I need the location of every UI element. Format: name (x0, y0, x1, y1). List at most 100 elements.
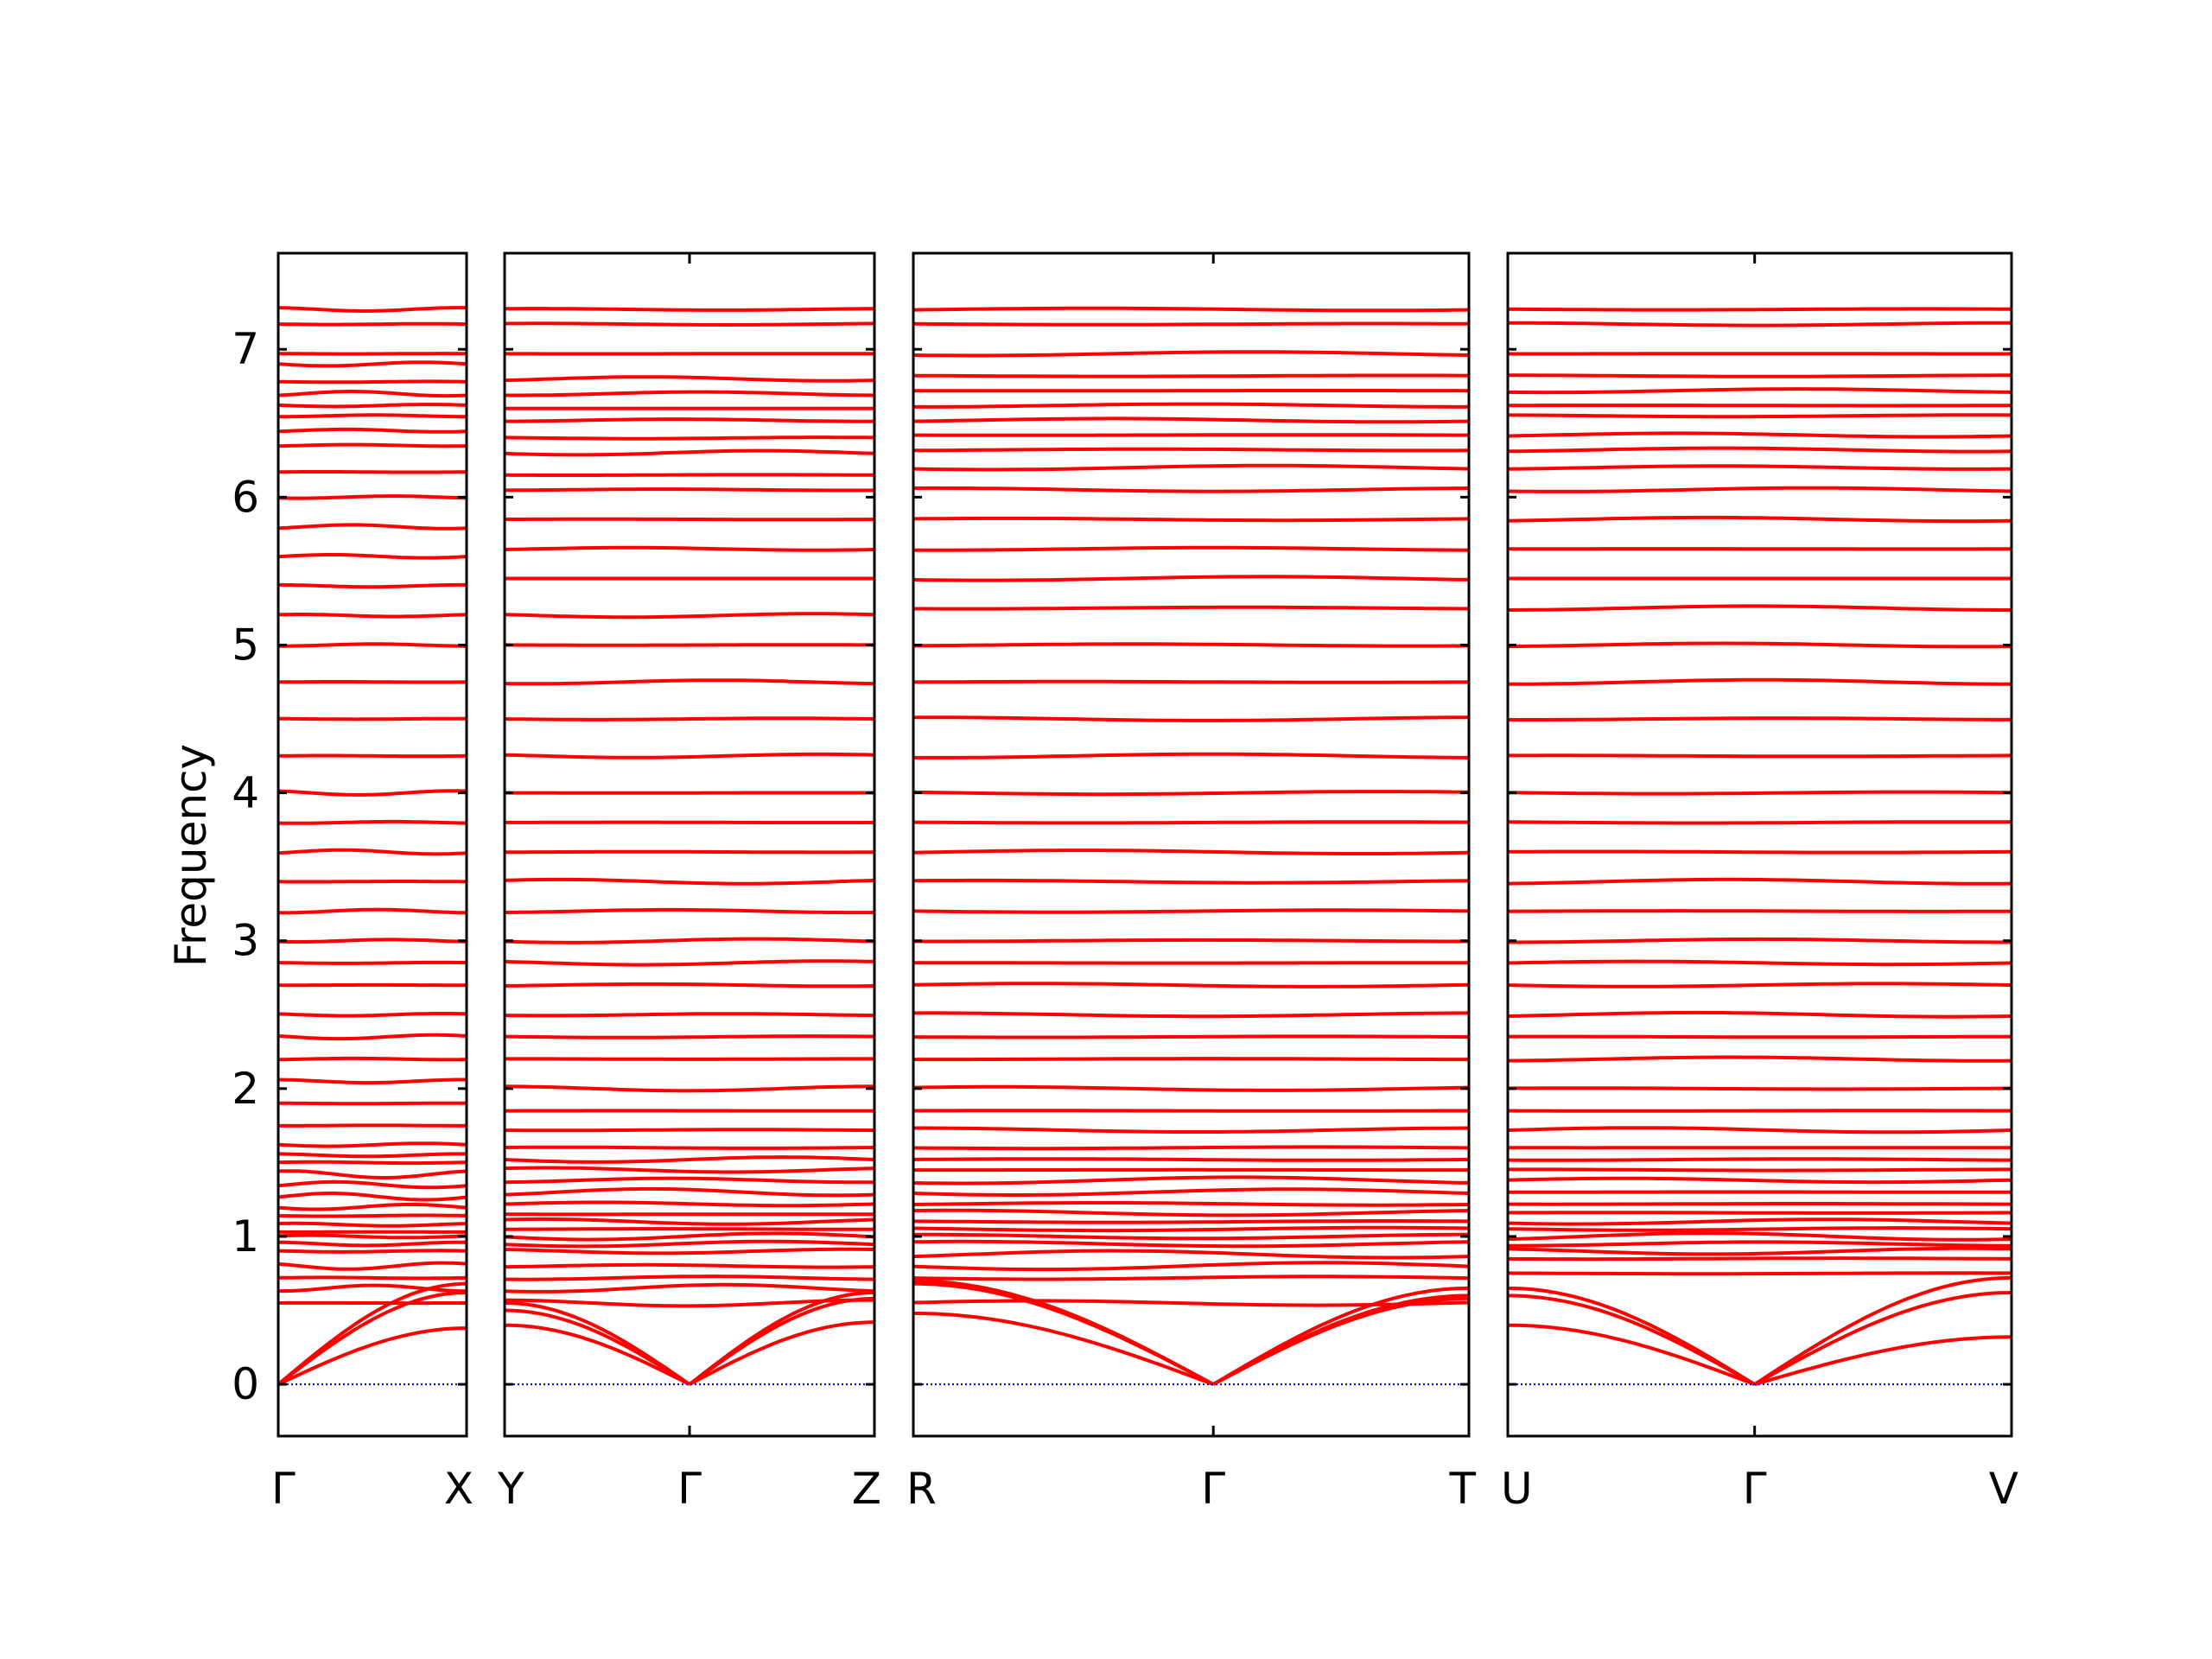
band-line (913, 878, 1469, 885)
band-line (505, 752, 874, 760)
band-line (278, 1203, 467, 1211)
band-line (278, 642, 467, 648)
x-tick-label: Y (497, 1464, 524, 1514)
band-line (913, 1201, 1469, 1207)
band-line (1508, 1055, 2012, 1063)
band-line (278, 848, 467, 856)
band-line (1508, 486, 2012, 493)
band-line (913, 1175, 1469, 1185)
band-line (1508, 790, 2012, 796)
band-line (1508, 1157, 2012, 1162)
band-line (278, 789, 467, 797)
band-line (913, 1225, 1469, 1233)
band-line (278, 1221, 467, 1228)
x-tick-label: U (1501, 1464, 1533, 1514)
band-line (505, 435, 874, 441)
band-line (278, 553, 467, 560)
band-line (913, 938, 1469, 944)
band-line (278, 470, 467, 474)
band-line (913, 486, 1469, 493)
band-line (913, 908, 1469, 914)
band-line (278, 582, 467, 589)
band-line (913, 1145, 1469, 1151)
band-line (1508, 1226, 2012, 1232)
band-line (913, 1011, 1469, 1019)
band-line (278, 1283, 467, 1294)
acoustic-band (505, 1308, 691, 1386)
band-line (278, 938, 467, 944)
band-line (505, 1217, 874, 1226)
band-line (1508, 373, 2012, 378)
band-line (278, 1033, 467, 1041)
acoustic-band (1753, 1291, 2012, 1386)
band-line (913, 1239, 1469, 1249)
band-line (913, 1261, 1469, 1272)
y-tick-label: 7 (232, 324, 259, 374)
x-tick-label: Γ (1201, 1464, 1225, 1514)
band-line (278, 390, 467, 398)
band-line (278, 1056, 467, 1062)
band-line (913, 715, 1469, 722)
band-line (1508, 413, 2012, 419)
band-line (913, 350, 1469, 358)
acoustic-band (688, 1296, 874, 1386)
band-line (913, 820, 1469, 825)
y-tick-label: 2 (232, 1064, 259, 1114)
x-tick-label: R (906, 1464, 937, 1514)
band-line (278, 880, 467, 884)
x-tick-label: X (444, 1464, 474, 1514)
panel-frame (912, 251, 1471, 1438)
x-tick-label: Γ (1743, 1464, 1767, 1514)
y-tick-label: 4 (232, 768, 259, 818)
band-line (278, 1169, 467, 1179)
band-line (913, 447, 1469, 453)
band-line (505, 937, 874, 944)
band-line (505, 959, 874, 967)
acoustic-band (1754, 1335, 2012, 1387)
acoustic-band (913, 1312, 1214, 1386)
band-line (505, 321, 874, 327)
y-tick-label: 5 (232, 620, 259, 670)
y-tick-label: 1 (232, 1211, 259, 1262)
band-line (913, 790, 1469, 797)
band-line (278, 1192, 467, 1202)
band-lines (505, 307, 874, 1386)
band-line (505, 390, 874, 397)
band-line (1508, 753, 2012, 759)
band-line (913, 321, 1469, 327)
band-line (1508, 937, 2012, 944)
y-axis-label: Frequency (166, 744, 216, 967)
band-line (1508, 849, 2012, 855)
band-line (278, 352, 467, 356)
band-line (505, 1231, 874, 1242)
band-line (1508, 321, 2012, 327)
acoustic-band (689, 1320, 874, 1386)
band-line (1508, 641, 2012, 649)
band-line (913, 306, 1469, 313)
band-line (278, 1179, 467, 1190)
band-line (278, 1101, 467, 1106)
y-tick-labels: 0 1 2 3 4 5 6 7 (232, 324, 259, 1409)
acoustic-band (505, 1301, 691, 1386)
band-line (505, 1145, 874, 1150)
band-line (1508, 431, 2012, 439)
band-line (913, 1249, 1469, 1260)
band-line (913, 373, 1469, 378)
band-line (913, 1084, 1469, 1092)
band-line (278, 1233, 467, 1240)
band-line (505, 517, 874, 522)
band-line (278, 1275, 467, 1281)
band-line (1508, 1167, 2012, 1173)
band-line (1508, 1231, 2012, 1242)
band-line (505, 448, 874, 457)
band-line (1508, 877, 2012, 886)
band-line (913, 1232, 1469, 1241)
band-line (913, 402, 1469, 409)
band-line (278, 716, 467, 721)
band-line (505, 1128, 874, 1133)
band-line (505, 307, 874, 312)
band-line (1508, 515, 2012, 524)
band-line (913, 849, 1469, 855)
panel-frame (503, 251, 876, 1438)
